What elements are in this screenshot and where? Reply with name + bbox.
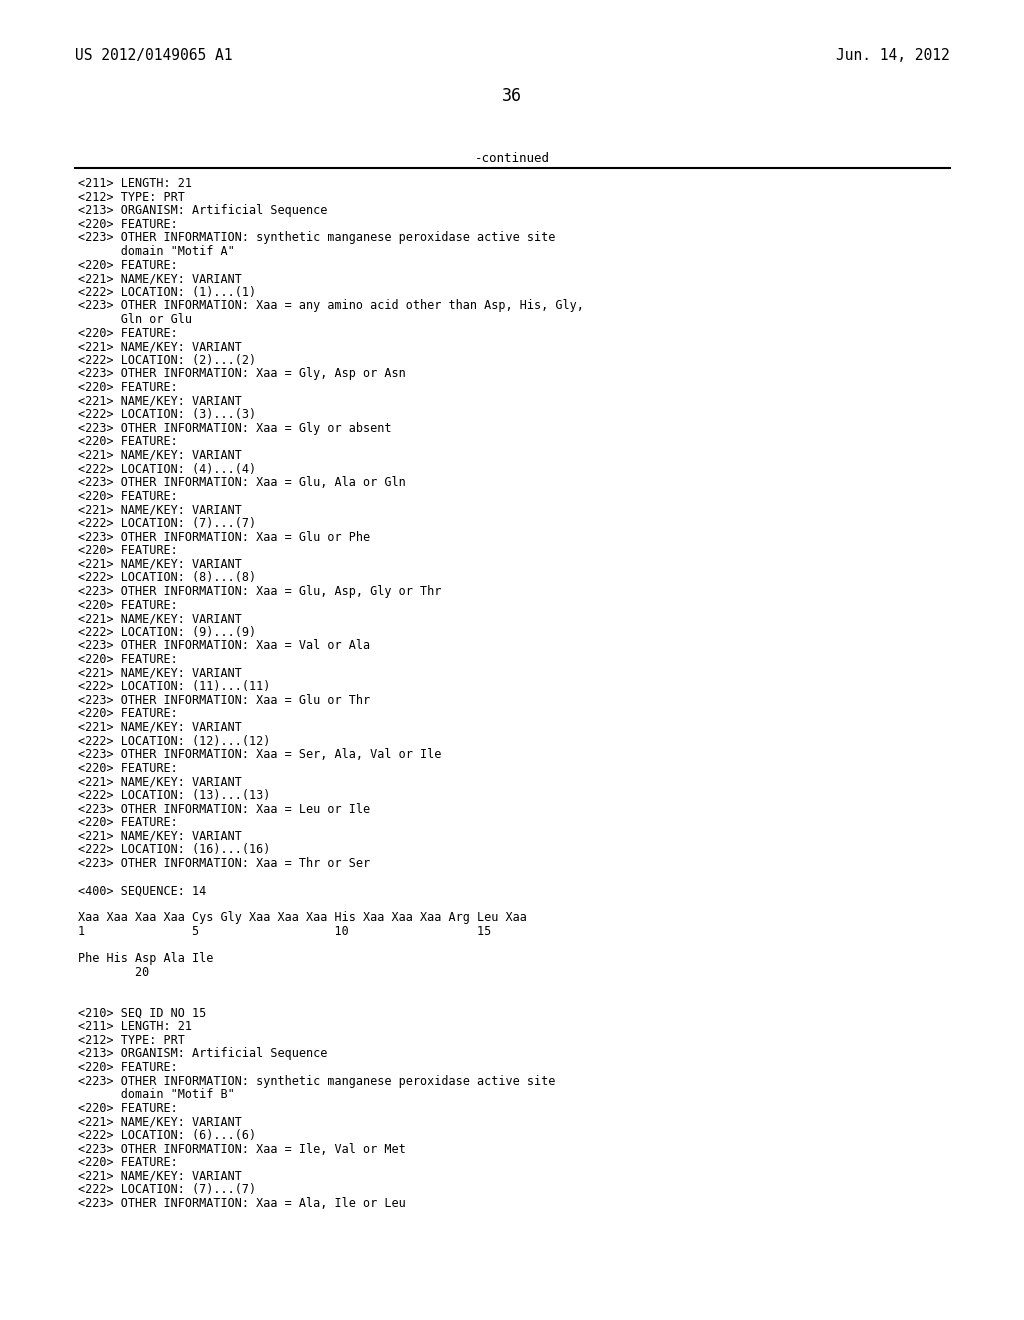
Text: <222> LOCATION: (12)...(12): <222> LOCATION: (12)...(12) xyxy=(78,735,270,747)
Text: <210> SEQ ID NO 15: <210> SEQ ID NO 15 xyxy=(78,1007,206,1019)
Text: <220> FEATURE:: <220> FEATURE: xyxy=(78,490,178,503)
Text: <213> ORGANISM: Artificial Sequence: <213> ORGANISM: Artificial Sequence xyxy=(78,1047,328,1060)
Text: <223> OTHER INFORMATION: Xaa = Leu or Ile: <223> OTHER INFORMATION: Xaa = Leu or Il… xyxy=(78,803,370,816)
Text: <220> FEATURE:: <220> FEATURE: xyxy=(78,544,178,557)
Text: <222> LOCATION: (7)...(7): <222> LOCATION: (7)...(7) xyxy=(78,1184,256,1196)
Text: <223> OTHER INFORMATION: Xaa = Val or Ala: <223> OTHER INFORMATION: Xaa = Val or Al… xyxy=(78,639,370,652)
Text: <220> FEATURE:: <220> FEATURE: xyxy=(78,1061,178,1074)
Text: <220> FEATURE:: <220> FEATURE: xyxy=(78,436,178,449)
Text: <221> NAME/KEY: VARIANT: <221> NAME/KEY: VARIANT xyxy=(78,272,242,285)
Text: <220> FEATURE:: <220> FEATURE: xyxy=(78,816,178,829)
Text: <222> LOCATION: (16)...(16): <222> LOCATION: (16)...(16) xyxy=(78,843,270,857)
Text: <223> OTHER INFORMATION: synthetic manganese peroxidase active site: <223> OTHER INFORMATION: synthetic manga… xyxy=(78,1074,555,1088)
Text: domain "Motif A": domain "Motif A" xyxy=(78,246,234,257)
Text: <222> LOCATION: (6)...(6): <222> LOCATION: (6)...(6) xyxy=(78,1129,256,1142)
Text: <223> OTHER INFORMATION: Xaa = Glu, Ala or Gln: <223> OTHER INFORMATION: Xaa = Glu, Ala … xyxy=(78,477,406,490)
Text: <221> NAME/KEY: VARIANT: <221> NAME/KEY: VARIANT xyxy=(78,558,242,570)
Text: <222> LOCATION: (8)...(8): <222> LOCATION: (8)...(8) xyxy=(78,572,256,585)
Text: <220> FEATURE:: <220> FEATURE: xyxy=(78,259,178,272)
Text: <221> NAME/KEY: VARIANT: <221> NAME/KEY: VARIANT xyxy=(78,1170,242,1183)
Text: <221> NAME/KEY: VARIANT: <221> NAME/KEY: VARIANT xyxy=(78,503,242,516)
Text: <213> ORGANISM: Artificial Sequence: <213> ORGANISM: Artificial Sequence xyxy=(78,205,328,218)
Text: <223> OTHER INFORMATION: Xaa = Glu, Asp, Gly or Thr: <223> OTHER INFORMATION: Xaa = Glu, Asp,… xyxy=(78,585,441,598)
Text: <223> OTHER INFORMATION: Xaa = Glu or Thr: <223> OTHER INFORMATION: Xaa = Glu or Th… xyxy=(78,694,370,706)
Text: <221> NAME/KEY: VARIANT: <221> NAME/KEY: VARIANT xyxy=(78,830,242,842)
Text: <223> OTHER INFORMATION: Xaa = Glu or Phe: <223> OTHER INFORMATION: Xaa = Glu or Ph… xyxy=(78,531,370,544)
Text: <212> TYPE: PRT: <212> TYPE: PRT xyxy=(78,1034,185,1047)
Text: -continued: -continued xyxy=(474,152,550,165)
Text: <220> FEATURE:: <220> FEATURE: xyxy=(78,326,178,339)
Text: <222> LOCATION: (2)...(2): <222> LOCATION: (2)...(2) xyxy=(78,354,256,367)
Text: <220> FEATURE:: <220> FEATURE: xyxy=(78,1102,178,1115)
Text: <222> LOCATION: (11)...(11): <222> LOCATION: (11)...(11) xyxy=(78,680,270,693)
Text: <220> FEATURE:: <220> FEATURE: xyxy=(78,598,178,611)
Text: Gln or Glu: Gln or Glu xyxy=(78,313,193,326)
Text: <220> FEATURE:: <220> FEATURE: xyxy=(78,708,178,721)
Text: <220> FEATURE:: <220> FEATURE: xyxy=(78,762,178,775)
Text: domain "Motif B": domain "Motif B" xyxy=(78,1088,234,1101)
Text: <221> NAME/KEY: VARIANT: <221> NAME/KEY: VARIANT xyxy=(78,1115,242,1129)
Text: <220> FEATURE:: <220> FEATURE: xyxy=(78,218,178,231)
Text: <223> OTHER INFORMATION: Xaa = Thr or Ser: <223> OTHER INFORMATION: Xaa = Thr or Se… xyxy=(78,857,370,870)
Text: <220> FEATURE:: <220> FEATURE: xyxy=(78,381,178,393)
Text: US 2012/0149065 A1: US 2012/0149065 A1 xyxy=(75,48,232,63)
Text: 1               5                   10                  15: 1 5 10 15 xyxy=(78,925,492,939)
Text: <400> SEQUENCE: 14: <400> SEQUENCE: 14 xyxy=(78,884,206,898)
Text: <222> LOCATION: (13)...(13): <222> LOCATION: (13)...(13) xyxy=(78,789,270,803)
Text: Phe His Asp Ala Ile: Phe His Asp Ala Ile xyxy=(78,952,213,965)
Text: <222> LOCATION: (1)...(1): <222> LOCATION: (1)...(1) xyxy=(78,286,256,298)
Text: <220> FEATURE:: <220> FEATURE: xyxy=(78,1156,178,1170)
Text: 20: 20 xyxy=(78,966,150,979)
Text: <223> OTHER INFORMATION: synthetic manganese peroxidase active site: <223> OTHER INFORMATION: synthetic manga… xyxy=(78,231,555,244)
Text: 36: 36 xyxy=(502,87,522,106)
Text: <223> OTHER INFORMATION: Xaa = Gly, Asp or Asn: <223> OTHER INFORMATION: Xaa = Gly, Asp … xyxy=(78,367,406,380)
Text: <223> OTHER INFORMATION: Xaa = Ser, Ala, Val or Ile: <223> OTHER INFORMATION: Xaa = Ser, Ala,… xyxy=(78,748,441,762)
Text: <222> LOCATION: (9)...(9): <222> LOCATION: (9)...(9) xyxy=(78,626,256,639)
Text: <212> TYPE: PRT: <212> TYPE: PRT xyxy=(78,190,185,203)
Text: <221> NAME/KEY: VARIANT: <221> NAME/KEY: VARIANT xyxy=(78,341,242,354)
Text: <211> LENGTH: 21: <211> LENGTH: 21 xyxy=(78,1020,193,1034)
Text: <221> NAME/KEY: VARIANT: <221> NAME/KEY: VARIANT xyxy=(78,721,242,734)
Text: <223> OTHER INFORMATION: Xaa = any amino acid other than Asp, His, Gly,: <223> OTHER INFORMATION: Xaa = any amino… xyxy=(78,300,584,313)
Text: <222> LOCATION: (3)...(3): <222> LOCATION: (3)...(3) xyxy=(78,408,256,421)
Text: <222> LOCATION: (4)...(4): <222> LOCATION: (4)...(4) xyxy=(78,462,256,475)
Text: Xaa Xaa Xaa Xaa Cys Gly Xaa Xaa Xaa His Xaa Xaa Xaa Arg Leu Xaa: Xaa Xaa Xaa Xaa Cys Gly Xaa Xaa Xaa His … xyxy=(78,911,527,924)
Text: <221> NAME/KEY: VARIANT: <221> NAME/KEY: VARIANT xyxy=(78,449,242,462)
Text: <220> FEATURE:: <220> FEATURE: xyxy=(78,653,178,667)
Text: <221> NAME/KEY: VARIANT: <221> NAME/KEY: VARIANT xyxy=(78,667,242,680)
Text: Jun. 14, 2012: Jun. 14, 2012 xyxy=(837,48,950,63)
Text: <221> NAME/KEY: VARIANT: <221> NAME/KEY: VARIANT xyxy=(78,612,242,626)
Text: <223> OTHER INFORMATION: Xaa = Gly or absent: <223> OTHER INFORMATION: Xaa = Gly or ab… xyxy=(78,422,391,434)
Text: <223> OTHER INFORMATION: Xaa = Ile, Val or Met: <223> OTHER INFORMATION: Xaa = Ile, Val … xyxy=(78,1143,406,1155)
Text: <223> OTHER INFORMATION: Xaa = Ala, Ile or Leu: <223> OTHER INFORMATION: Xaa = Ala, Ile … xyxy=(78,1197,406,1210)
Text: <222> LOCATION: (7)...(7): <222> LOCATION: (7)...(7) xyxy=(78,517,256,531)
Text: <221> NAME/KEY: VARIANT: <221> NAME/KEY: VARIANT xyxy=(78,395,242,408)
Text: <221> NAME/KEY: VARIANT: <221> NAME/KEY: VARIANT xyxy=(78,775,242,788)
Text: <211> LENGTH: 21: <211> LENGTH: 21 xyxy=(78,177,193,190)
